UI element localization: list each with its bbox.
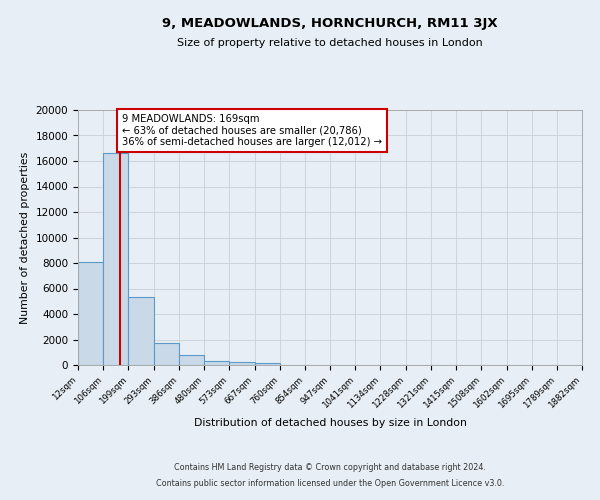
Bar (78, 262, 103, 365)
Y-axis label: Number of detached properties: Number of detached properties (20, 152, 30, 324)
Bar (254, 363, 280, 365)
Bar (229, 362, 254, 365)
Text: 9, MEADOWLANDS, HORNCHURCH, RM11 3JX: 9, MEADOWLANDS, HORNCHURCH, RM11 3JX (162, 18, 498, 30)
Text: Contains HM Land Registry data © Crown copyright and database right 2024.: Contains HM Land Registry data © Crown c… (174, 464, 486, 472)
Bar (204, 361, 229, 365)
Bar (179, 356, 204, 365)
Bar (154, 342, 179, 365)
Bar (128, 298, 154, 365)
X-axis label: Distribution of detached houses by size in London: Distribution of detached houses by size … (194, 418, 466, 428)
Bar (103, 154, 128, 365)
Text: 9 MEADOWLANDS: 169sqm
← 63% of detached houses are smaller (20,786)
36% of semi-: 9 MEADOWLANDS: 169sqm ← 63% of detached … (122, 114, 382, 147)
Text: Size of property relative to detached houses in London: Size of property relative to detached ho… (177, 38, 483, 48)
Text: Contains public sector information licensed under the Open Government Licence v3: Contains public sector information licen… (156, 478, 504, 488)
